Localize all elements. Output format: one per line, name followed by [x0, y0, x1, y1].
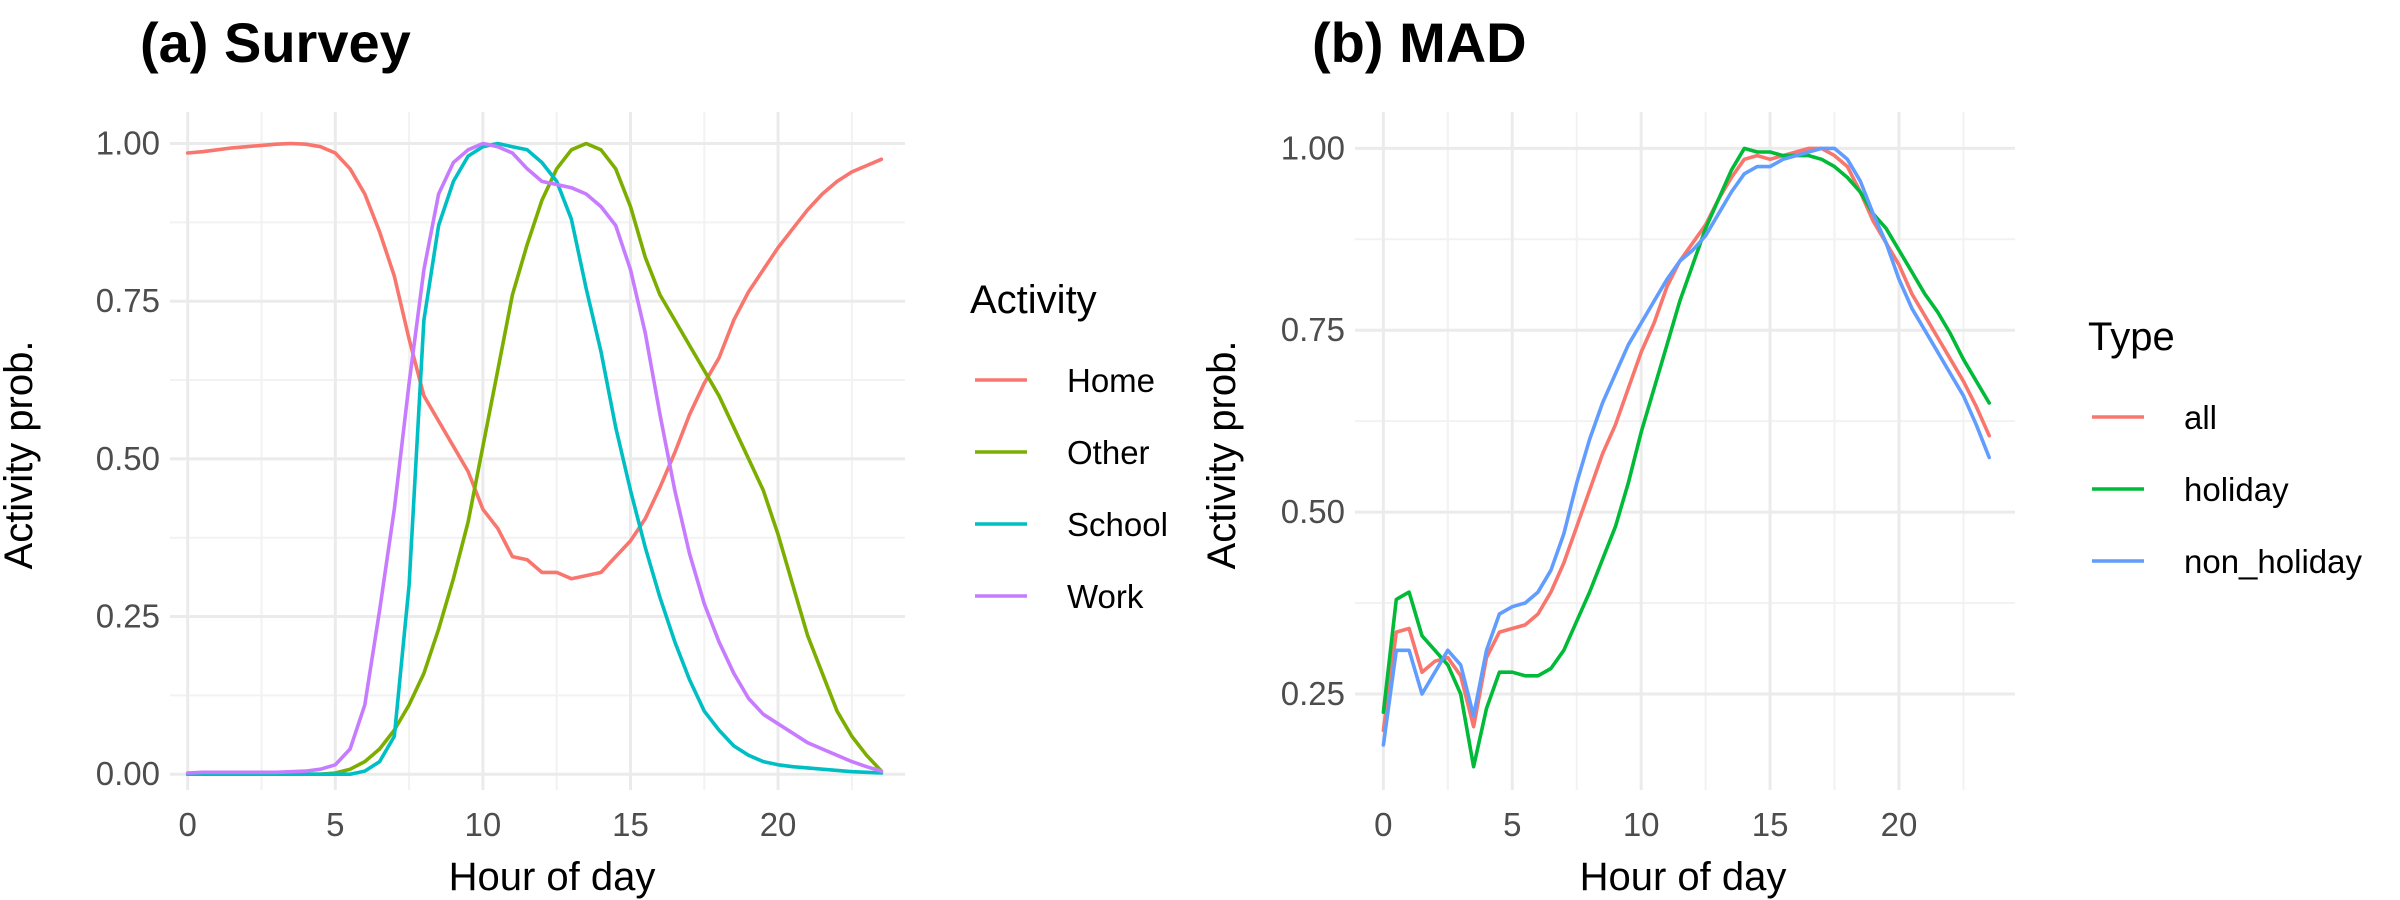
mad-y-tick-label: 0.75: [1281, 311, 1345, 348]
survey-legend-label-other: Other: [1067, 434, 1150, 471]
survey-legend-label-work: Work: [1067, 578, 1144, 615]
mad-y-tick-labels: 0.25 0.50 0.75 1.00: [1281, 129, 1345, 712]
mad-legend-label-all: all: [2184, 399, 2217, 436]
survey-y-tick-label: 1.00: [96, 125, 160, 162]
mad-y-tick-label: 1.00: [1281, 129, 1345, 166]
survey-y-tick-label: 0.50: [96, 440, 160, 477]
mad-legend-label-holiday: holiday: [2184, 471, 2289, 508]
mad-chart-title: (b) MAD: [1312, 11, 1527, 74]
survey-x-tick-label: 0: [179, 806, 197, 843]
mad-legend: Type all holiday non_holiday: [2088, 315, 2362, 580]
mad-series-lines: [1381, 146, 1991, 769]
mad-x-tick-label: 20: [1881, 806, 1918, 843]
mad-y-axis-title: Activity prob.: [1200, 341, 1244, 570]
mad-x-axis-title: Hour of day: [1580, 855, 1787, 899]
mad-legend-title: Type: [2088, 315, 2175, 359]
mad-gridlines: [1355, 112, 2015, 790]
mad-y-tick-label: 0.25: [1281, 675, 1345, 712]
survey-legend-label-school: School: [1067, 506, 1168, 543]
survey-y-tick-label: 0.00: [96, 755, 160, 792]
survey-legend-label-home: Home: [1067, 362, 1155, 399]
mad-legend-label-non-holiday: non_holiday: [2184, 543, 2362, 580]
survey-chart-title: (a) Survey: [140, 11, 411, 74]
mad-x-tick-label: 10: [1623, 806, 1660, 843]
mad-x-tick-label: 15: [1752, 806, 1789, 843]
mad-x-tick-label: 5: [1503, 806, 1521, 843]
panel-mad: 0.25 0.50 0.75 1.00 0 5 10 15 20 (b) MAD Hour o…: [1200, 11, 2362, 899]
survey-legend-title: Activity: [970, 278, 1097, 322]
survey-x-tick-label: 20: [760, 806, 797, 843]
survey-x-axis-title: Hour of day: [449, 855, 656, 899]
panel-survey: 0.00 0.25 0.50 0.75 1.00 0 5 10 15 20 (a) Survey…: [0, 11, 1168, 899]
survey-series-line-home: [185, 141, 884, 581]
survey-series-lines: [185, 141, 884, 777]
survey-y-tick-label: 0.25: [96, 598, 160, 635]
survey-y-tick-labels: 0.00 0.25 0.50 0.75 1.00: [96, 125, 160, 793]
survey-x-tick-labels: 0 5 10 15 20: [179, 806, 797, 843]
mad-x-tick-label: 0: [1374, 806, 1392, 843]
survey-legend: Activity Home Other School Work: [970, 278, 1168, 615]
survey-series-line-school: [185, 141, 884, 777]
survey-x-tick-label: 5: [326, 806, 344, 843]
survey-x-tick-label: 10: [465, 806, 502, 843]
survey-series-line-work: [185, 141, 884, 775]
mad-x-tick-labels: 0 5 10 15 20: [1374, 806, 1917, 843]
mad-y-tick-label: 0.50: [1281, 493, 1345, 530]
mad-series-line-non-holiday: [1381, 146, 1991, 747]
mad-series-line-holiday: [1381, 146, 1991, 769]
survey-x-tick-label: 15: [612, 806, 649, 843]
survey-y-axis-title: Activity prob.: [0, 341, 41, 570]
survey-y-tick-label: 0.75: [96, 282, 160, 319]
